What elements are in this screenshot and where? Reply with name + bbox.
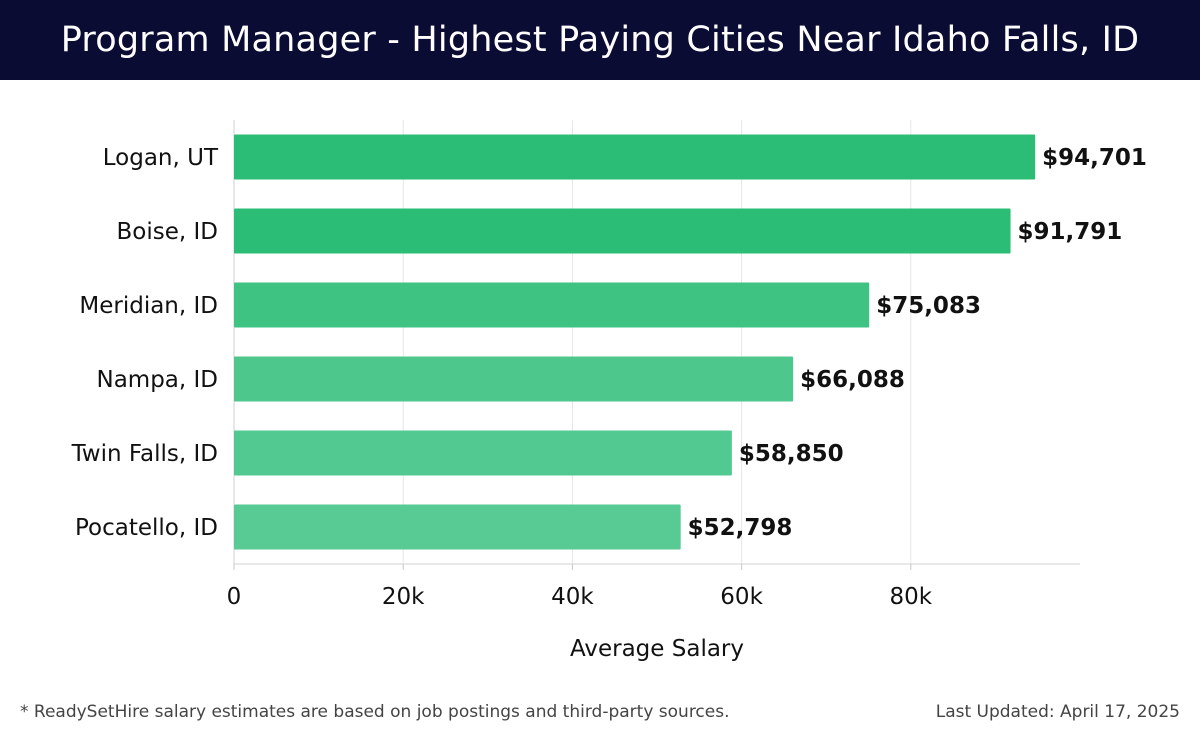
category-label: Twin Falls, ID — [71, 441, 218, 467]
x-tick-label: 20k — [382, 584, 425, 610]
footer-last-updated: Last Updated: April 17, 2025 — [935, 702, 1180, 722]
bar — [234, 430, 732, 476]
category-label: Pocatello, ID — [75, 515, 218, 541]
category-label: Nampa, ID — [96, 367, 218, 393]
bar — [234, 282, 870, 328]
data-label: $94,701 — [1042, 145, 1147, 171]
bar — [234, 504, 681, 550]
footer-disclaimer: * ReadySetHire salary estimates are base… — [20, 702, 730, 722]
data-label: $66,088 — [800, 367, 905, 393]
x-tick-label: 60k — [720, 584, 763, 610]
x-tick-label: 0 — [227, 584, 242, 610]
page-title: Program Manager - Highest Paying Cities … — [60, 20, 1140, 60]
x-tick-label: 40k — [551, 584, 594, 610]
data-label: $52,798 — [688, 515, 793, 541]
category-label: Meridian, ID — [79, 293, 218, 319]
header-banner: Program Manager - Highest Paying Cities … — [0, 0, 1200, 80]
x-tick-label: 80k — [890, 584, 933, 610]
salary-bar-chart: Logan, UT $94,701 Boise, ID $91,791 Meridian… — [71, 120, 1147, 662]
x-axis-title: Average Salary — [570, 636, 744, 662]
category-label: Boise, ID — [117, 219, 219, 245]
bar — [234, 134, 1036, 180]
bar — [234, 208, 1011, 254]
bar — [234, 356, 794, 402]
data-label: $91,791 — [1018, 219, 1123, 245]
data-label: $58,850 — [739, 441, 844, 467]
data-label: $75,083 — [876, 293, 981, 319]
category-label: Logan, UT — [103, 145, 219, 171]
